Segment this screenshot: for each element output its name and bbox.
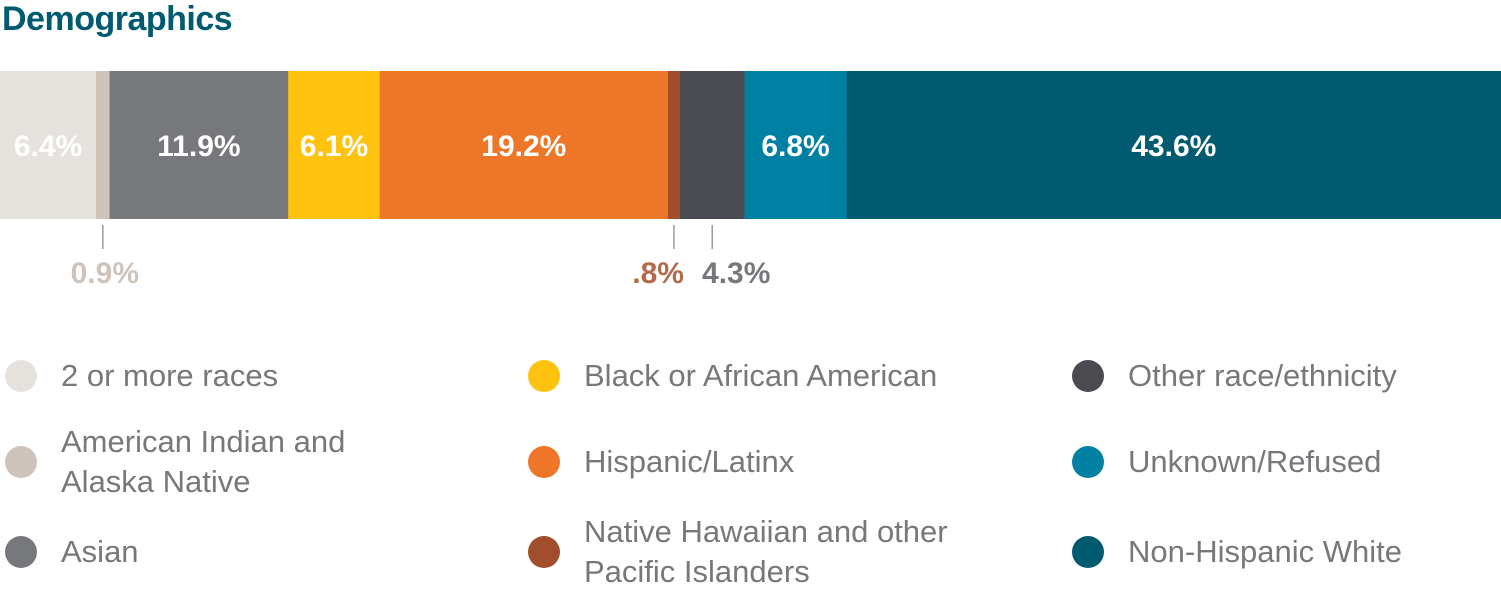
legend-item: Unknown/Refused — [1072, 442, 1501, 482]
data-label: 11.9% — [157, 130, 240, 163]
legend-label: Hispanic/Latinx — [584, 444, 795, 479]
legend-swatch-icon — [528, 446, 560, 478]
data-label: 6.1% — [300, 130, 368, 163]
legend-swatch-icon — [5, 536, 37, 568]
legend-swatch-icon — [5, 360, 37, 392]
data-label: 6.8% — [761, 130, 829, 163]
legend-label: American Indian and Alaska Native — [61, 424, 346, 499]
chart-legend: 2 or more races American Indian and Alas… — [0, 330, 1501, 606]
bar-segment — [679, 71, 745, 219]
bar-segment — [109, 71, 289, 219]
legend-item: Non-Hispanic White — [1072, 532, 1501, 572]
legend-label: Other race/ethnicity — [1128, 358, 1397, 393]
legend-item: American Indian and Alaska Native — [5, 422, 421, 502]
legend-item: Black or African American — [528, 356, 1004, 396]
chart-title: Demographics — [2, 0, 233, 38]
legend-swatch-icon — [528, 360, 560, 392]
bar-segment — [744, 71, 848, 219]
legend-label: Native Hawaiian and other Pacific Island… — [584, 514, 948, 589]
legend-label: Black or African American — [584, 358, 938, 393]
bar-segment — [96, 71, 111, 219]
legend-swatch-icon — [5, 446, 37, 478]
data-label: .8% — [632, 257, 684, 290]
stacked-bar-chart: 6.4% 0.9% 11.9% 6.1% 19.2% .8% 4.3% 6.8% 43.6% — [0, 71, 1501, 290]
bar-segment — [667, 71, 681, 219]
legend-item: 2 or more races — [5, 356, 481, 396]
bar-segment — [379, 71, 669, 219]
bar-segment — [846, 71, 1501, 219]
legend-label: Non-Hispanic White — [1128, 534, 1402, 569]
legend-label: Unknown/Refused — [1128, 444, 1382, 479]
legend-item: Hispanic/Latinx — [528, 442, 1004, 482]
bar-segment — [0, 71, 97, 219]
legend-item: Asian — [5, 532, 481, 572]
legend-swatch-icon — [528, 536, 560, 568]
bar-segment — [288, 71, 381, 219]
legend-label: Asian — [61, 534, 139, 569]
legend-item: Native Hawaiian and other Pacific Island… — [528, 512, 984, 592]
legend-label: 2 or more races — [61, 358, 279, 393]
legend-swatch-icon — [1072, 360, 1104, 392]
legend-item: Other race/ethnicity — [1072, 356, 1501, 396]
data-label: 0.9% — [71, 257, 139, 290]
data-label: 19.2% — [481, 130, 566, 163]
data-label: 43.6% — [1131, 130, 1216, 163]
legend-swatch-icon — [1072, 446, 1104, 478]
data-label: 6.4% — [14, 130, 82, 163]
data-label: 4.3% — [702, 257, 770, 290]
legend-swatch-icon — [1072, 536, 1104, 568]
